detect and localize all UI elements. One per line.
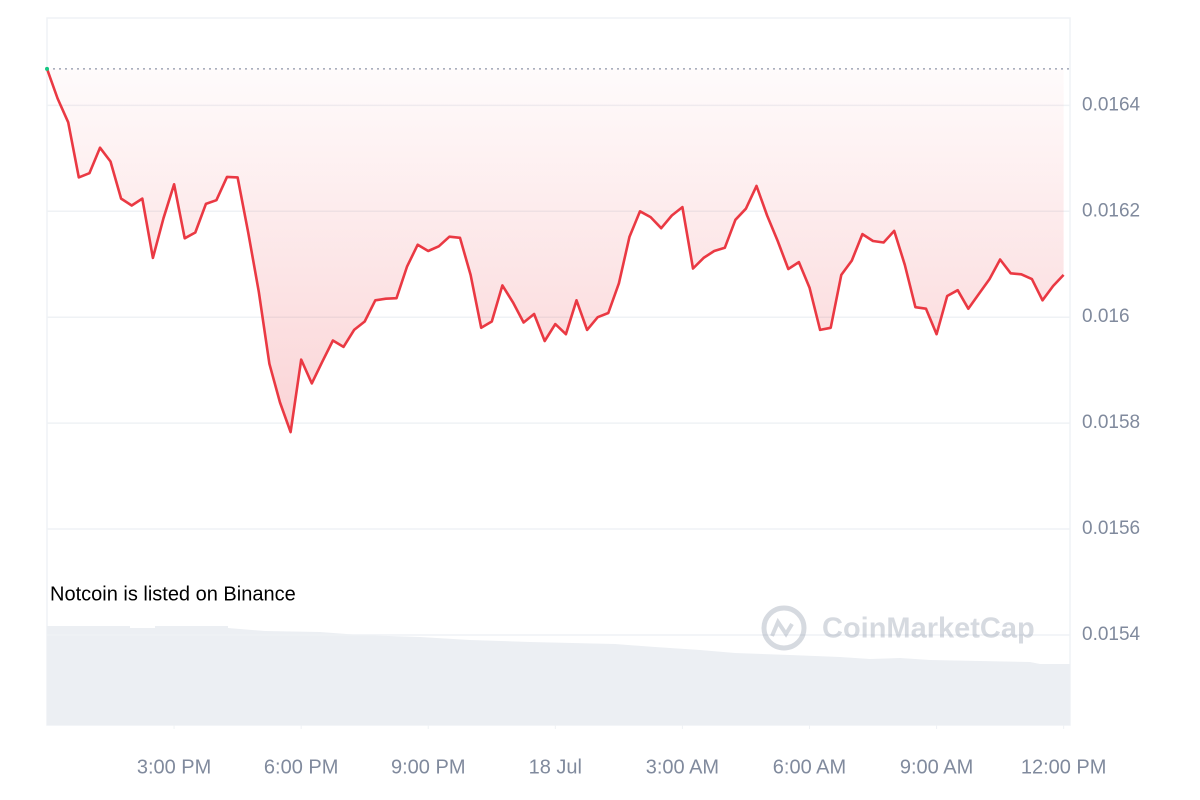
x-tick-label: 18 Jul bbox=[529, 756, 582, 778]
x-tick-label: 3:00 PM bbox=[137, 756, 211, 778]
x-tick-label: 6:00 AM bbox=[773, 756, 846, 778]
watermark-text: CoinMarketCap bbox=[822, 613, 1035, 645]
y-tick-label: 0.0156 bbox=[1082, 518, 1140, 539]
x-tick-label: 9:00 AM bbox=[900, 756, 973, 778]
volume-bars bbox=[47, 626, 1070, 725]
area-fill bbox=[47, 68, 1064, 433]
price-line bbox=[45, 68, 1065, 434]
y-tick-label: 0.0162 bbox=[1082, 200, 1140, 221]
x-tick-label: 12:00 PM bbox=[1021, 756, 1107, 778]
x-tick-label: 3:00 AM bbox=[646, 756, 719, 778]
foreground: 0.0154 0.0156 0.0158 0.016 0.0162 0.0164 3:00 … bbox=[45, 66, 1141, 778]
y-tick-label: 0.0158 bbox=[1082, 412, 1140, 433]
watermark: CoinMarketCap bbox=[761, 605, 1035, 651]
y-tick-label: 0.016 bbox=[1082, 306, 1130, 327]
watermark-logo bbox=[761, 605, 807, 651]
y-tick-label: 0.0164 bbox=[1082, 94, 1141, 115]
x-tick-label: 6:00 PM bbox=[264, 756, 338, 778]
area-layer bbox=[47, 68, 1064, 433]
x-tick-label: 9:00 PM bbox=[391, 756, 465, 778]
watermark-logo-mark bbox=[770, 617, 794, 638]
y-tick-label: 0.0154 bbox=[1082, 624, 1141, 645]
start-point bbox=[45, 66, 49, 71]
annotation: Notcoin is listed on Binance bbox=[50, 583, 296, 605]
